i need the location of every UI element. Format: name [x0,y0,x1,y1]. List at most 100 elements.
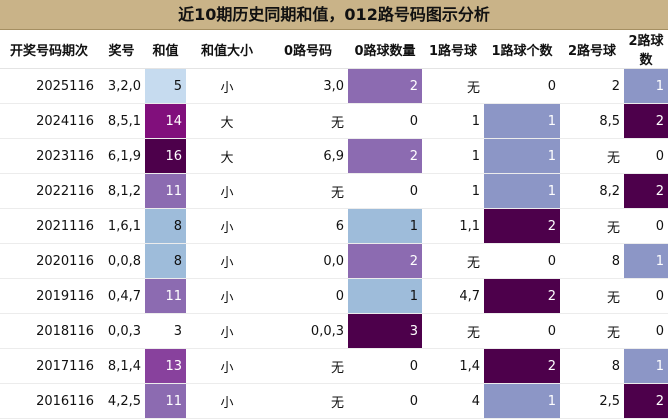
table-header-row: 开奖号码期次 奖号 和值 和值大小 0路号码 0路球数量 1路号球 1路球个数 … [0,30,668,69]
route1-count-cell: 1 [484,173,560,209]
table-row: 2018116 0,0,3 3 小 0,0,3 3 无 0 无 0 [0,313,668,349]
sum-cell: 5 [145,68,186,104]
route0-count-cell: 2 [348,243,422,279]
route1-count-cell: 2 [484,278,560,314]
route2-numbers-cell: 无 [560,278,624,314]
table-row: 2019116 0,4,7 11 小 0 1 4,7 2 无 0 [0,278,668,314]
route1-numbers-cell: 1,4 [422,348,484,384]
page-title: 近10期历史同期和值，012路号码图示分析 [0,0,668,30]
route1-numbers-cell: 4,7 [422,278,484,314]
route1-numbers-cell: 1 [422,138,484,174]
route1-count-cell: 1 [484,138,560,174]
draw-number-cell: 4,2,5 [98,383,145,419]
route0-numbers-cell: 无 [268,348,348,384]
sum-size-cell: 小 [186,68,268,104]
route0-count-cell: 3 [348,313,422,349]
route0-count-cell: 1 [348,278,422,314]
sum-size-cell: 小 [186,243,268,279]
table-body: 2025116 3,2,0 5 小 3,0 2 无 0 2 1 2024116 8,5,1 14 大无 0 1… [0,68,668,419]
header-route0-numbers: 0路号码 [268,30,348,69]
sum-size-cell: 小 [186,348,268,384]
header-route2-numbers: 2路号球 [560,30,624,69]
route2-numbers-cell: 无 [560,313,624,349]
route2-numbers-cell: 2,5 [560,383,624,419]
table-row: 2020116 0,0,8 8 小 0,0 2 无 0 8 1 [0,243,668,279]
history-table: 开奖号码期次 奖号 和值 和值大小 0路号码 0路球数量 1路号球 1路球个数 … [0,30,668,419]
route1-numbers-cell: 无 [422,68,484,104]
header-route2-count: 2路球数 [624,30,668,69]
sum-size-cell: 小 [186,278,268,314]
route0-numbers-cell: 0,0 [268,243,348,279]
route2-count-cell: 0 [624,138,668,174]
issue-cell: 2020116 [0,243,98,279]
header-draw-number: 奖号 [98,30,145,69]
issue-cell: 2018116 [0,313,98,349]
table-row: 2021116 1,6,1 8 小 6 1 1,1 2 无 0 [0,208,668,244]
header-route0-count: 0路球数量 [348,30,422,69]
sum-size-cell: 小 [186,173,268,209]
sum-cell: 16 [145,138,186,174]
route0-count-cell: 0 [348,383,422,419]
route0-numbers-cell: 6,9 [268,138,348,174]
route0-numbers-cell: 无 [268,173,348,209]
header-sum-size: 和值大小 [186,30,268,69]
sum-cell: 11 [145,278,186,314]
route1-count-cell: 1 [484,383,560,419]
header-route1-count: 1路球个数 [484,30,560,69]
table-row: 2025116 3,2,0 5 小 3,0 2 无 0 2 1 [0,68,668,104]
route0-numbers-cell: 0,0,3 [268,313,348,349]
route2-numbers-cell: 无 [560,208,624,244]
route0-count-cell: 0 [348,103,422,139]
route0-numbers-cell: 6 [268,208,348,244]
route1-count-cell: 0 [484,313,560,349]
route0-numbers-cell: 无 [268,103,348,139]
route2-numbers-cell: 8 [560,243,624,279]
route2-numbers-cell: 8,5 [560,103,624,139]
sum-cell: 8 [145,208,186,244]
issue-cell: 2023116 [0,138,98,174]
route1-count-cell: 1 [484,103,560,139]
route0-count-cell: 2 [348,68,422,104]
issue-cell: 2025116 [0,68,98,104]
route1-numbers-cell: 1 [422,173,484,209]
route2-count-cell: 0 [624,278,668,314]
route1-numbers-cell: 1 [422,103,484,139]
table-row: 2017116 8,1,4 13 小无 0 1,4 2 8 1 [0,348,668,384]
route2-count-cell: 1 [624,68,668,104]
route0-count-cell: 2 [348,138,422,174]
sum-cell: 13 [145,348,186,384]
draw-number-cell: 8,5,1 [98,103,145,139]
route0-count-cell: 0 [348,348,422,384]
route1-numbers-cell: 无 [422,243,484,279]
route0-numbers-cell: 3,0 [268,68,348,104]
sum-size-cell: 小 [186,313,268,349]
route0-count-cell: 1 [348,208,422,244]
draw-number-cell: 8,1,4 [98,348,145,384]
issue-cell: 2017116 [0,348,98,384]
draw-number-cell: 1,6,1 [98,208,145,244]
route1-numbers-cell: 无 [422,313,484,349]
route2-count-cell: 2 [624,173,668,209]
sum-cell: 11 [145,173,186,209]
header-issue: 开奖号码期次 [0,30,98,69]
sum-cell: 11 [145,383,186,419]
table-row: 2016116 4,2,5 11 小无 0 4 1 2,5 2 [0,383,668,419]
route2-numbers-cell: 8,2 [560,173,624,209]
issue-cell: 2019116 [0,278,98,314]
route1-count-cell: 0 [484,243,560,279]
route1-count-cell: 2 [484,208,560,244]
draw-number-cell: 0,4,7 [98,278,145,314]
route2-count-cell: 0 [624,208,668,244]
route2-count-cell: 1 [624,243,668,279]
draw-number-cell: 6,1,9 [98,138,145,174]
route0-numbers-cell: 无 [268,383,348,419]
sum-size-cell: 小 [186,208,268,244]
route2-count-cell: 2 [624,103,668,139]
route2-count-cell: 0 [624,313,668,349]
sum-size-cell: 大 [186,103,268,139]
route2-numbers-cell: 8 [560,348,624,384]
draw-number-cell: 0,0,3 [98,313,145,349]
route1-count-cell: 0 [484,68,560,104]
route0-count-cell: 0 [348,173,422,209]
